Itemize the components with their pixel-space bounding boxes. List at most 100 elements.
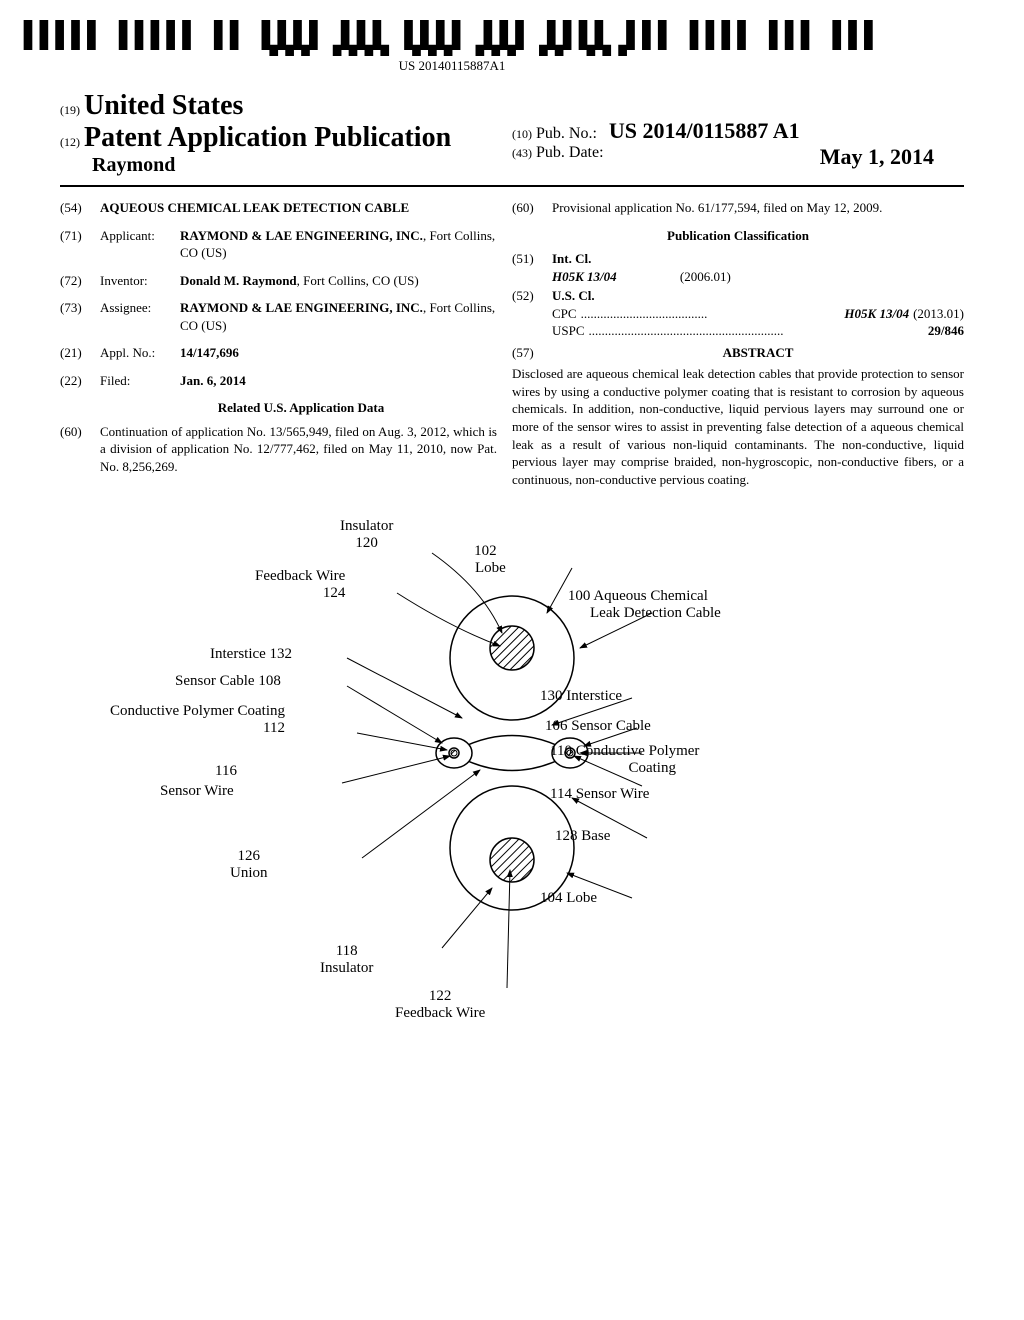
- field-num: (54): [60, 199, 100, 217]
- cpc-year: (2013.01): [913, 305, 964, 323]
- uscl-block: U.S. Cl. CPC ...........................…: [552, 287, 964, 340]
- header-right: (10) Pub. No.: US 2014/0115887 A1 (43) P…: [512, 90, 964, 177]
- pubno-value: US 2014/0115887 A1: [609, 118, 800, 143]
- label-conductive-110: 110 Conductive Polymer Coating: [550, 743, 699, 777]
- field-num: (51): [512, 250, 552, 285]
- label-num: 122: [395, 988, 485, 1005]
- field-label: Inventor:: [100, 272, 180, 290]
- classification-heading: Publication Classification: [512, 227, 964, 245]
- intcl-line: H05K 13/04 (2006.01): [552, 268, 964, 286]
- label-num: 112: [110, 720, 285, 737]
- label-116: 116: [215, 763, 237, 780]
- label-sensor-cable-108: Sensor Cable 108: [175, 673, 281, 690]
- uspc-label: USPC: [552, 322, 585, 340]
- field-label: Appl. No.:: [100, 344, 180, 362]
- intcl-field: (51) Int. Cl. H05K 13/04 (2006.01): [512, 250, 964, 285]
- label-num: 118: [320, 943, 373, 960]
- header-left: (19) United States (12) Patent Applicati…: [60, 90, 512, 177]
- intcl-year: (2006.01): [680, 269, 731, 284]
- field-num: (73): [60, 299, 100, 334]
- label-feedback-124: Feedback Wire 124: [255, 568, 345, 602]
- provisional-field: (60) Provisional application No. 61/177,…: [512, 199, 964, 217]
- pubdate-line: (43) Pub. Date: May 1, 2014: [512, 144, 964, 162]
- divider-line: [60, 185, 964, 187]
- uspc-line: USPC ...................................…: [552, 322, 964, 340]
- pubno-line: (10) Pub. No.: US 2014/0115887 A1: [512, 118, 964, 144]
- related-field: (60) Continuation of application No. 13/…: [60, 423, 512, 476]
- pubno-label: Pub. No.:: [536, 125, 597, 142]
- intcl-block: Int. Cl. H05K 13/04 (2006.01): [552, 250, 964, 285]
- filed-value: Jan. 6, 2014: [180, 372, 512, 390]
- patent-cover-page: ▌▌▌▌▌ ▌▌▌▌▌ ▌▌ ▌▌▌▌ ▌▌▌ ▌▌▌▌ ▌▌▌ ▌▌▌▌ ▌▌…: [0, 0, 1024, 1320]
- label-conductive-112: Conductive Polymer Coating 112: [110, 703, 285, 737]
- label-text: Lobe: [475, 560, 506, 576]
- inventor-loc: , Fort Collins, CO (US): [297, 273, 419, 288]
- invention-title: AQUEOUS CHEMICAL LEAK DETECTION CABLE: [100, 199, 512, 217]
- cpc-line: CPC ....................................…: [552, 305, 964, 323]
- label-text: Insulator: [320, 960, 373, 977]
- pubdate-label: Pub. Date:: [536, 144, 604, 161]
- assignee-value: RAYMOND & LAE ENGINEERING, INC., Fort Co…: [180, 299, 512, 334]
- label-union-126: 126 Union: [230, 848, 268, 882]
- label-text2: Leak Detection Cable: [590, 605, 721, 622]
- applno-field: (21) Appl. No.: 14/147,696: [60, 344, 512, 362]
- field-num: (21): [60, 344, 100, 362]
- applicant-name: RAYMOND & LAE ENGINEERING, INC.: [180, 228, 423, 243]
- assignee-name: RAYMOND & LAE ENGINEERING, INC.: [180, 300, 423, 315]
- country-name: United States: [84, 90, 243, 121]
- abstract-label: ABSTRACT: [552, 344, 964, 362]
- label-text: Feedback Wire: [395, 1005, 485, 1022]
- label-interstice-132: Interstice 132: [210, 646, 292, 663]
- biblio-left-column: (54) AQUEOUS CHEMICAL LEAK DETECTION CAB…: [60, 199, 512, 488]
- barcode-block: ▌▌▌▌▌ ▌▌▌▌▌ ▌▌ ▌▌▌▌ ▌▌▌ ▌▌▌▌ ▌▌▌ ▌▌▌▌ ▌▌…: [0, 20, 904, 74]
- uscl-field: (52) U.S. Cl. CPC ......................…: [512, 287, 964, 340]
- dots: .......................................: [577, 305, 845, 323]
- field-num: (22): [60, 372, 100, 390]
- inventor-field: (72) Inventor: Donald M. Raymond, Fort C…: [60, 272, 512, 290]
- label-text: Insulator: [340, 518, 393, 535]
- field-label: Applicant:: [100, 227, 180, 262]
- related-text: Continuation of application No. 13/565,9…: [100, 423, 512, 476]
- pub-title: Patent Application Publication: [84, 122, 451, 153]
- label-interstice-130: 130 Interstice: [540, 688, 622, 705]
- label-insulator-118: 118 Insulator: [320, 943, 373, 977]
- field-num: (72): [60, 272, 100, 290]
- label-lobe-102: 102 Lobe: [465, 543, 506, 577]
- applicant-field: (71) Applicant: RAYMOND & LAE ENGINEERIN…: [60, 227, 512, 262]
- label-lobe-104: 104 Lobe: [540, 890, 597, 907]
- label-main-100: 100 Aqueous Chemical Leak Detection Cabl…: [555, 588, 721, 622]
- field-label: Filed:: [100, 372, 180, 390]
- field-num: (71): [60, 227, 100, 262]
- barcode-number: US 20140115887A1: [0, 58, 904, 74]
- abstract-text: Disclosed are aqueous chemical leak dete…: [512, 365, 964, 488]
- label-sensor-wire-114: 114 Sensor Wire: [550, 786, 649, 803]
- related-heading: Related U.S. Application Data: [90, 399, 512, 417]
- abstract-heading-row: (57) ABSTRACT: [512, 344, 964, 362]
- applicant-value: RAYMOND & LAE ENGINEERING, INC., Fort Co…: [180, 227, 512, 262]
- pubno-prefix: (10): [512, 127, 532, 141]
- dots: ........................................…: [585, 322, 928, 340]
- label-num: 126: [230, 848, 268, 865]
- country-line: (19) United States: [60, 90, 512, 122]
- header-row: (19) United States (12) Patent Applicati…: [60, 90, 964, 177]
- label-num: 120: [340, 535, 393, 552]
- author-line: Raymond: [60, 154, 512, 177]
- filed-field: (22) Filed: Jan. 6, 2014: [60, 372, 512, 390]
- label-feedback-122: 122 Feedback Wire: [395, 988, 485, 1022]
- label-sensor-wire-left: Sensor Wire: [160, 783, 234, 800]
- uscl-label: U.S. Cl.: [552, 287, 964, 305]
- field-num: (57): [512, 344, 552, 362]
- pub-prefix: (12): [60, 135, 80, 149]
- label-text: Union: [230, 865, 268, 882]
- inventor-value: Donald M. Raymond, Fort Collins, CO (US): [180, 272, 512, 290]
- field-label: Assignee:: [100, 299, 180, 334]
- intcl-code: H05K 13/04: [552, 269, 617, 284]
- pub-title-line: (12) Patent Application Publication: [60, 122, 512, 154]
- field-num: (60): [512, 199, 552, 217]
- label-sensor-cable-106: 106 Sensor Cable: [545, 718, 651, 735]
- assignee-field: (73) Assignee: RAYMOND & LAE ENGINEERING…: [60, 299, 512, 334]
- field-num: (52): [512, 287, 552, 340]
- label-base-128: 128 Base: [555, 828, 610, 845]
- label-text: 110 Conductive Polymer: [550, 743, 699, 760]
- label-insulator-120: Insulator 120: [340, 518, 393, 552]
